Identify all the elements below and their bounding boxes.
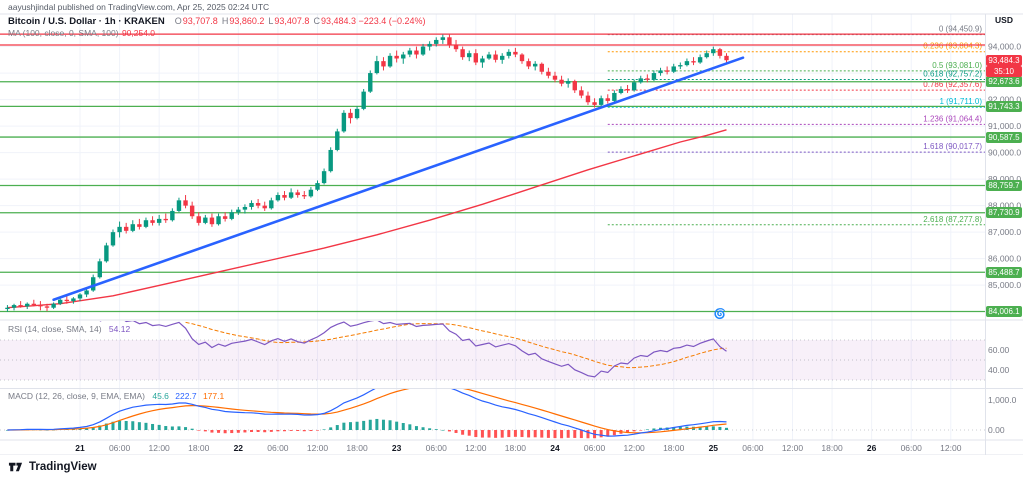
level-price-badge: 87,730.9: [986, 207, 1022, 219]
open-value: 93,707.8: [182, 16, 218, 26]
time-axis-label: 21: [75, 443, 85, 453]
fib-label: 0.618 (92,757.2): [923, 70, 982, 79]
time-axis-label: 06:00: [109, 443, 131, 453]
low-label: L: [268, 16, 274, 26]
fib-label: 1.236 (91,064.4): [923, 114, 982, 123]
time-axis-label: 26: [867, 443, 877, 453]
publisher-text: aayushjindal published on TradingView.co…: [8, 2, 270, 12]
time-axis-label: 18:00: [188, 443, 210, 453]
rsi-axis-label: 40.00: [988, 365, 1010, 375]
level-price-badge: 90,587.5: [986, 131, 1022, 143]
rsi-value: 54.12: [108, 324, 131, 334]
macd-legend: MACD (12, 26, close, 9, EMA, EMA) 45.6 2…: [8, 391, 224, 401]
time-axis-label: 06:00: [901, 443, 923, 453]
macd-axis-label: 1,000.0: [988, 395, 1017, 405]
time-axis-label: 18:00: [346, 443, 368, 453]
price-axis-label: 92,000.0: [988, 95, 1021, 105]
ohlc-legend: Bitcoin / U.S. Dollar · 1h · KRAKEN O93,7…: [8, 16, 426, 27]
level-price-badge: 92,673.6: [986, 76, 1022, 88]
macd-histogram: [5, 418, 729, 439]
time-axis-label: 22: [234, 443, 244, 453]
time-axis[interactable]: 21 06:00 12:00 18:00 22 06:00 12:00 18:00 23 06:0…: [75, 443, 961, 453]
publisher-bar: aayushjindal published on TradingView.co…: [8, 2, 269, 12]
time-axis-label: 23: [392, 443, 402, 453]
tradingview-logo-icon[interactable]: [8, 459, 23, 474]
price-axis-label: 87,000.0: [988, 227, 1021, 237]
price-axis-label: 88,000.0: [988, 201, 1021, 211]
rsi-axis-label: 60.00: [988, 345, 1010, 355]
time-axis-label: 25: [709, 443, 719, 453]
fib-label: 0.786 (92,357.6): [923, 80, 982, 89]
time-axis-label: 12:00: [149, 443, 171, 453]
macd-signal-value: 177.1: [202, 391, 225, 401]
candles[interactable]: [5, 34, 729, 312]
macd-line-value: 222.7: [175, 391, 197, 401]
sticker-emoji[interactable]: 🌀: [714, 307, 726, 320]
time-axis-label: 06:00: [267, 443, 289, 453]
fib-label: 1 (91,711.0): [939, 97, 982, 106]
rsi-line[interactable]: [99, 317, 727, 378]
time-axis-label: 12:00: [782, 443, 804, 453]
time-axis-label: 06:00: [584, 443, 606, 453]
price-axis-label: 94,000.0: [988, 42, 1021, 52]
price-axis-label: 85,000.0: [988, 280, 1021, 290]
time-axis-label: 12:00: [307, 443, 329, 453]
brand-name[interactable]: TradingView: [29, 460, 97, 473]
time-axis-label: 18:00: [821, 443, 843, 453]
price-axis-label: 89,000.0: [988, 174, 1021, 184]
time-axis-label: 18:00: [663, 443, 685, 453]
high-label: H: [221, 16, 229, 26]
trendline[interactable]: [52, 56, 745, 302]
macd-signal-line[interactable]: [7, 386, 727, 434]
price-axis-label: 91,000.0: [988, 121, 1021, 131]
fib-label: 0.236 (93,804.3): [923, 42, 982, 51]
time-axis-label: 12:00: [465, 443, 487, 453]
time-axis-label: 18:00: [505, 443, 527, 453]
ma-value: 90,254.0: [121, 27, 156, 38]
price-axis[interactable]: USD 94,000.0 92,000.0 91,000.0 90,000.0 89,00…: [988, 15, 1021, 435]
time-axis-label: 06:00: [426, 443, 448, 453]
level-price-badge: 91,743.3: [986, 100, 1022, 112]
time-axis-label: 12:00: [624, 443, 646, 453]
time-axis-label: 06:00: [742, 443, 764, 453]
level-price-badge: 88,759.7: [986, 179, 1022, 191]
price-axis-label: 90,000.0: [988, 148, 1021, 158]
ma-legend: MA (100, close, 0, SMA, 100) 90,254.0: [8, 28, 155, 38]
level-price-badge: 84,006.1: [986, 306, 1022, 318]
rsi-legend: RSI (14, close, SMA, 14) 54.12: [8, 324, 130, 334]
open-label: O: [174, 16, 182, 26]
ma100-line[interactable]: [7, 129, 727, 309]
ma-label[interactable]: MA (100, close, 0, SMA, 100): [8, 27, 119, 38]
price-axis-label: 86,000.0: [988, 254, 1021, 264]
close-label: C: [313, 16, 320, 26]
level-price-badge: 85,488.7: [986, 266, 1022, 278]
rsi-ma-line[interactable]: [185, 321, 727, 369]
fib-retracement[interactable]: 0 (94,450.9) 0.236 (93,804.3) 0.5 (93,081.…: [607, 25, 985, 226]
macd-hist-value: 45.6: [152, 391, 169, 401]
time-axis-label: 24: [550, 443, 560, 453]
macd-line[interactable]: [7, 383, 727, 437]
macd-axis-label: 0.00: [988, 425, 1005, 435]
currency-label: USD: [995, 15, 1013, 25]
fib-label: 0 (94,450.9): [939, 25, 982, 34]
countdown-badge: 35:10: [986, 66, 1022, 78]
close-value: 93,484.3: [320, 16, 356, 26]
rsi-label[interactable]: RSI (14, close, SMA, 14): [8, 324, 102, 334]
macd-label[interactable]: MACD (12, 26, close, 9, EMA, EMA): [8, 391, 145, 401]
fib-label: 1.618 (90,017.7): [923, 142, 982, 151]
high-value: 93,860.2: [229, 16, 265, 26]
fib-label: 0.5 (93,081.0): [932, 61, 982, 70]
time-axis-label: 12:00: [940, 443, 962, 453]
low-value: 93,407.8: [274, 16, 310, 26]
last-price-badge: 93,484.3: [986, 54, 1022, 66]
change-value: −223.4 (−0.24%): [358, 16, 426, 26]
fib-label: 2.618 (87,277.8): [923, 215, 982, 224]
footer: TradingView: [0, 455, 1023, 478]
symbol-title[interactable]: Bitcoin / U.S. Dollar · 1h · KRAKEN: [8, 16, 165, 27]
level-lines[interactable]: [0, 33, 985, 313]
